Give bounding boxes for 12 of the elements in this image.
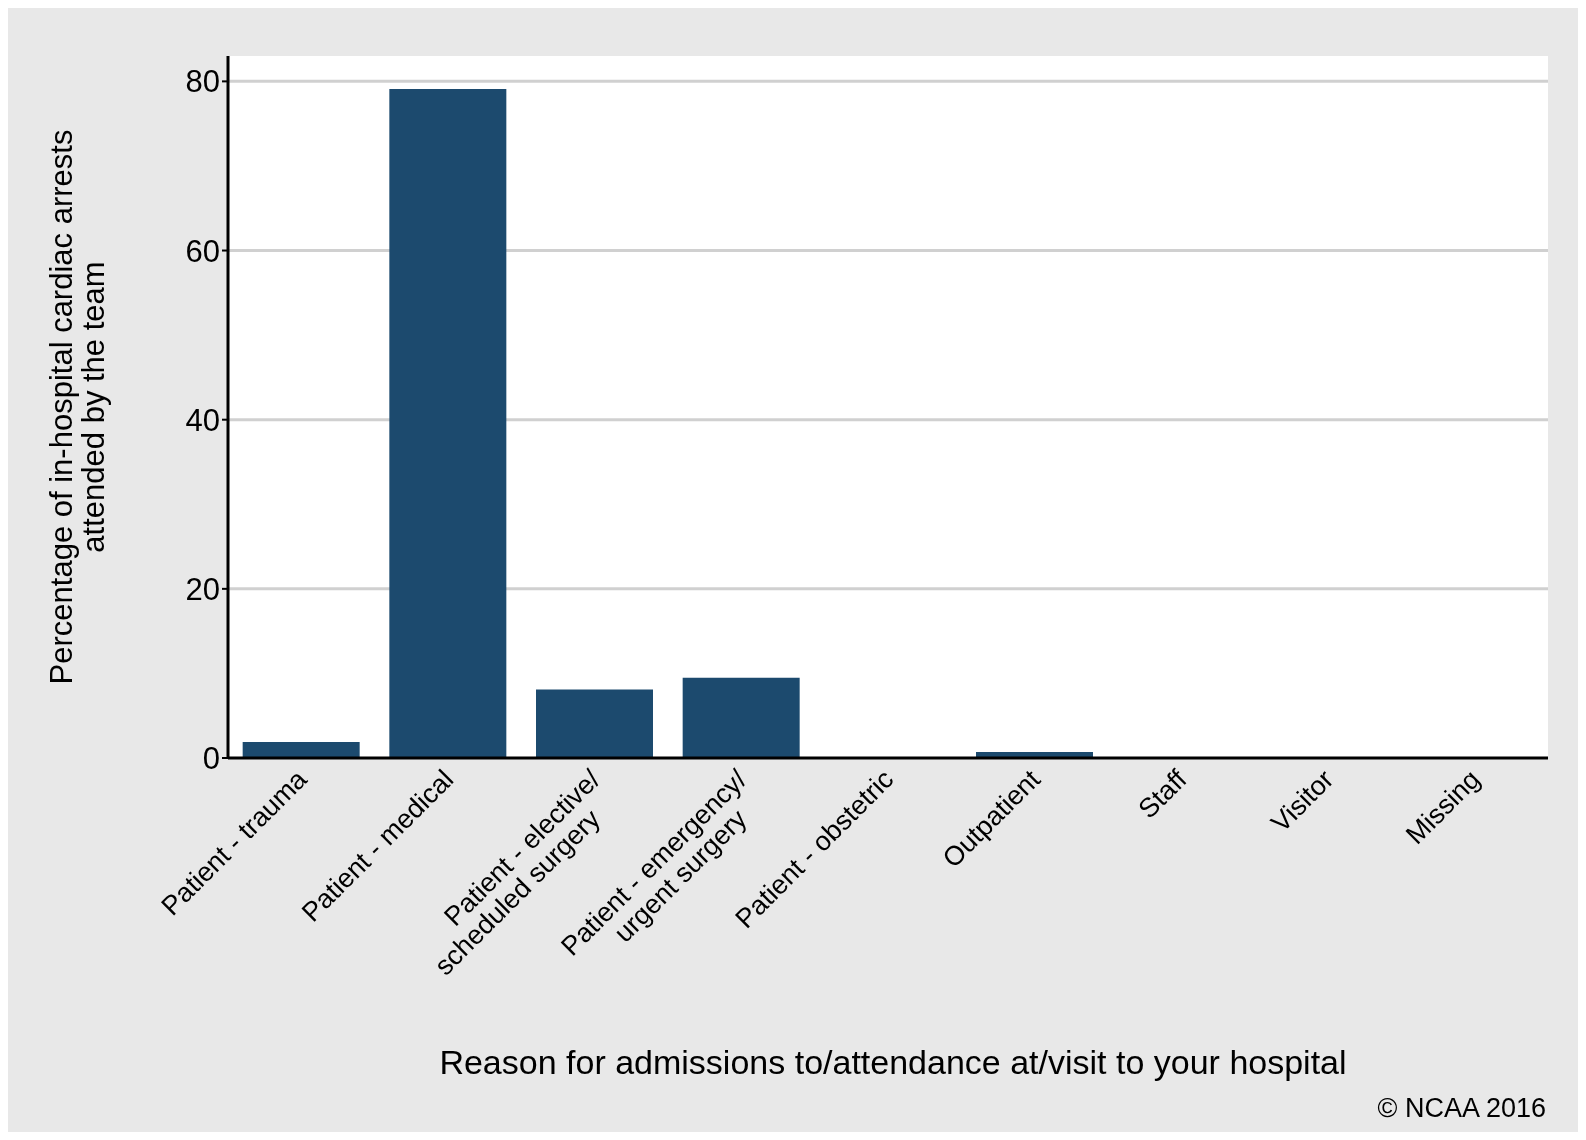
- x-axis-title: Reason for admissions to/attendance at/visit to your hospital: [438, 1043, 1348, 1082]
- y-tick-label: 40: [185, 402, 220, 438]
- bar: [536, 689, 653, 758]
- y-tick-label: 0: [202, 741, 220, 777]
- y-axis-title: Percentage of in-hospital cardiac arrests attended by the team: [44, 129, 111, 685]
- text: © NCAA 2016: [1377, 1093, 1546, 1124]
- y-tick-label: 80: [185, 64, 220, 100]
- bar: [242, 741, 360, 758]
- y-tick-label: 20: [185, 571, 220, 607]
- bar: [682, 677, 800, 758]
- bar: [389, 88, 507, 758]
- y-tick-label: 60: [185, 233, 220, 269]
